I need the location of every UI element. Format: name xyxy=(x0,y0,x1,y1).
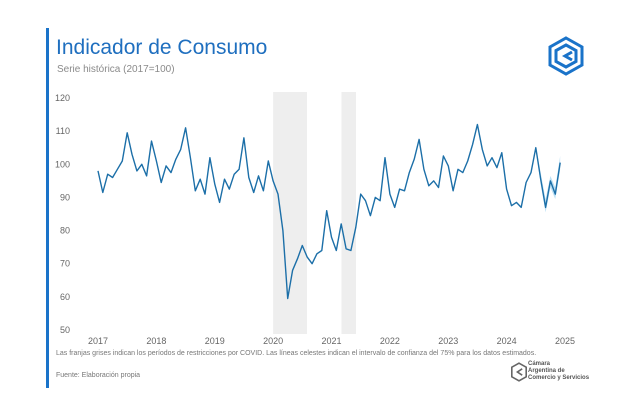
covid-band-0 xyxy=(273,92,307,334)
x-tick-label: 2019 xyxy=(205,336,225,346)
confidence-band xyxy=(535,146,561,213)
x-tick-label: 2021 xyxy=(321,336,341,346)
x-tick-label: 2023 xyxy=(438,336,458,346)
x-tick-label: 2024 xyxy=(497,336,517,346)
brand-line-2: Argentina de xyxy=(528,368,565,374)
y-tick-label: 60 xyxy=(60,292,70,302)
x-tick-label: 2025 xyxy=(555,336,575,346)
chart-title: Indicador de Consumo xyxy=(56,36,268,59)
cac-logo-icon xyxy=(548,36,584,76)
y-tick-label: 90 xyxy=(60,192,70,202)
y-tick-label: 50 xyxy=(60,325,70,335)
x-tick-label: 2018 xyxy=(146,336,166,346)
y-tick-label: 100 xyxy=(55,159,70,169)
cac-brand-icon xyxy=(511,362,527,382)
series-line-0 xyxy=(97,123,561,300)
covid-band-1 xyxy=(341,92,357,334)
brand-line-1: Cámara xyxy=(528,361,551,367)
y-tick-label: 80 xyxy=(60,226,70,236)
chart-subtitle: Serie histórica (2017=100) xyxy=(57,64,175,75)
y-tick-label: 120 xyxy=(55,93,70,103)
y-tick-label: 110 xyxy=(56,126,70,136)
source-note: Fuente: Elaboración propia xyxy=(56,372,141,379)
accent-bar xyxy=(46,28,49,388)
x-tick-label: 2017 xyxy=(88,336,108,346)
x-tick-label: 2020 xyxy=(263,336,283,346)
brand-line-3: Comercio y Servicios xyxy=(528,375,590,381)
x-tick-label: 2022 xyxy=(380,336,400,346)
footnote: Las franjas grises indican los períodos … xyxy=(56,350,537,357)
brand-text: Cámara Argentina de Comercio y Servicios xyxy=(528,361,589,382)
y-tick-label: 70 xyxy=(60,259,70,269)
